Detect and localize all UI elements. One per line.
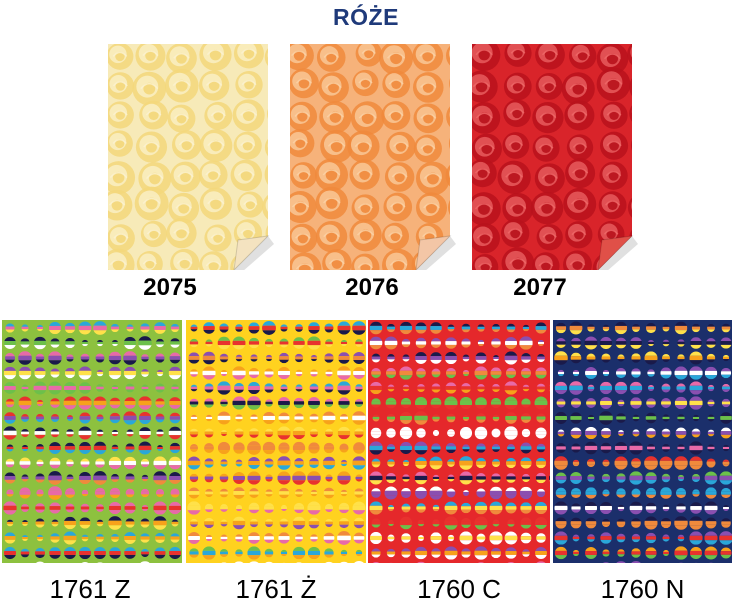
dot-pattern	[186, 320, 366, 563]
dot-pattern	[2, 320, 182, 563]
dot-code-label: 1761 Z	[49, 574, 131, 604]
page-title: RÓŻE	[333, 4, 399, 30]
dot-code-label: 1760 C	[417, 574, 501, 604]
dot-code-label: 1761 Ż	[235, 574, 317, 604]
rose-pattern	[472, 44, 638, 270]
rose-code-label: 2077	[513, 274, 567, 301]
dot-code-label: 1760 N	[600, 574, 685, 604]
rose-code-label: 2075	[143, 274, 197, 301]
rose-pattern	[290, 44, 456, 270]
dot-sheet-1761-z	[2, 320, 182, 563]
dot-sheet-1761-zz	[186, 320, 366, 563]
rose-code-label: 2076	[345, 274, 399, 301]
rose-sheet-2077	[472, 44, 638, 270]
rose-pattern	[108, 44, 274, 270]
dot-sheet-1760-c	[368, 320, 550, 563]
dot-pattern	[553, 320, 732, 563]
rose-sheet-2076	[290, 44, 456, 270]
rose-sheet-2075	[108, 44, 274, 270]
dot-pattern	[368, 320, 550, 563]
dot-sheet-1760-n	[553, 320, 732, 563]
